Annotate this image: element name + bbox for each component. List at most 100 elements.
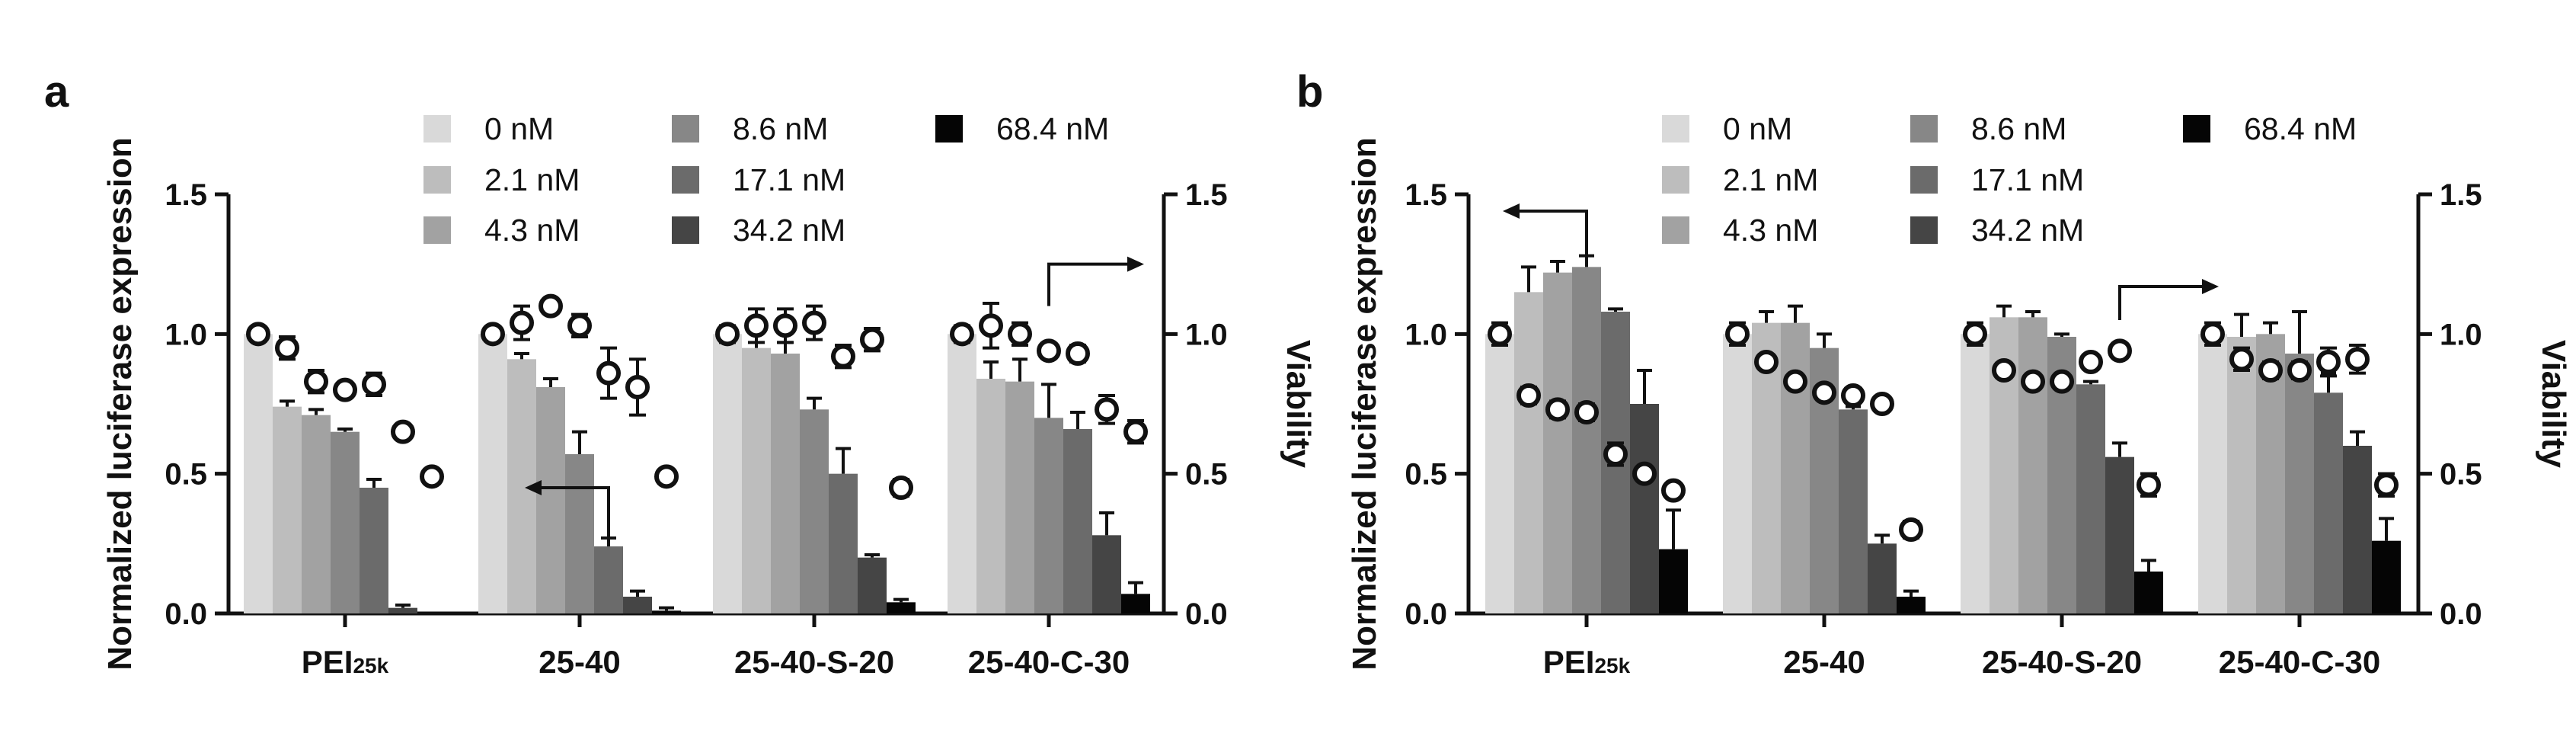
viability-point: [1870, 392, 1894, 416]
viability-point: [744, 313, 769, 338]
legend-swatch: [423, 216, 451, 244]
panel-a: a 0.0 0.0 0.5 0.5 1.0 1.0 1.5 1.5 Normalized luci…: [44, 67, 1317, 680]
bar: [594, 546, 623, 613]
bar: [360, 488, 388, 613]
category-label-main: 25-40: [539, 644, 620, 680]
viability-point: [1037, 338, 1061, 363]
legend-swatch: [423, 115, 451, 143]
viability-point: [1545, 397, 1570, 422]
bar: [1868, 543, 1897, 613]
bar: [302, 415, 331, 613]
bar: [1005, 381, 1034, 613]
bar: [1659, 549, 1688, 613]
right-tick-label: 0.5: [2440, 458, 2482, 492]
left-tick-label: 0.0: [165, 597, 207, 631]
viability-point: [654, 464, 679, 489]
viability-point: [2137, 472, 2161, 498]
viability-point: [2258, 358, 2283, 383]
category-label-main: 25-40-S-20: [734, 644, 894, 680]
arrow-right-icon: [1127, 256, 1144, 272]
viability-point: [1517, 383, 1541, 408]
left-tick-label: 0.5: [1405, 458, 1447, 492]
viability-point: [420, 464, 444, 489]
category-label: 25-40: [539, 644, 620, 680]
legend-swatch: [1662, 216, 1689, 244]
left-tick-label: 1.0: [1405, 318, 1447, 351]
viability-point: [1992, 358, 2016, 383]
legend-label: 2.1 nM: [1723, 162, 1818, 197]
viability-point: [1123, 419, 1148, 444]
bar: [1063, 429, 1092, 613]
category-label-main: 25-40-C-30: [968, 644, 1130, 680]
legend-swatch: [935, 115, 963, 143]
bar: [713, 334, 742, 613]
bar: [1897, 597, 1926, 613]
legend-swatch: [1910, 166, 1938, 194]
bar: [388, 607, 417, 613]
category-label: PEI25k: [302, 644, 389, 680]
arrow-right-icon: [2202, 279, 2219, 294]
category-label: PEI25k: [1543, 644, 1631, 680]
viability-point: [1574, 400, 1599, 424]
viability-point: [1632, 461, 1657, 486]
viability-point: [1963, 322, 1987, 347]
annotation-arrow-line: [1047, 262, 1133, 306]
arrow-left-icon: [1503, 203, 1520, 219]
legend-label: 68.4 nM: [2244, 111, 2357, 146]
annotation-arrow-line: [535, 486, 610, 546]
legend-swatch: [672, 216, 699, 244]
bar: [771, 354, 800, 613]
viability-point: [1754, 350, 1779, 374]
category-label-subscript: 25k: [1594, 654, 1630, 677]
viability-point: [2200, 322, 2225, 347]
bar: [565, 454, 594, 613]
bar: [1121, 594, 1150, 613]
legend-label: 34.2 nM: [1971, 213, 2084, 248]
arrow-left-icon: [525, 480, 542, 495]
viability-point: [1725, 322, 1750, 347]
left-tick-label: 0.5: [165, 458, 207, 492]
viability-point: [773, 313, 797, 338]
bar: [1572, 267, 1601, 613]
viability-point: [1066, 341, 1090, 366]
bar: [273, 406, 302, 613]
legend-swatch: [1662, 115, 1689, 143]
viability-point: [510, 310, 534, 335]
legend-label: 34.2 nM: [733, 213, 845, 248]
viability-point: [1899, 517, 1923, 542]
panel-b: b 0.0 0.0 0.5 0.5 1.0 1.0 1.5 1.5 Normalized luci…: [1296, 67, 2572, 680]
viability-point: [2345, 347, 2370, 372]
viability-point: [275, 335, 299, 360]
bar: [478, 334, 507, 613]
viability-point: [2021, 369, 2045, 394]
annotation-arrow-line: [2118, 285, 2208, 320]
viability-point: [333, 377, 357, 402]
viability-point: [246, 322, 270, 347]
viability-point: [2374, 472, 2399, 498]
viability-point: [481, 322, 505, 347]
y2-axis-title: Viability: [1280, 340, 1317, 468]
viability-point: [1603, 442, 1628, 466]
viability-point: [2229, 347, 2254, 372]
viability-point: [625, 375, 650, 399]
legend-swatch: [1662, 166, 1689, 194]
viability-point: [889, 476, 913, 500]
right-tick-label: 0.0: [2440, 597, 2482, 631]
viability-point: [1661, 478, 1686, 503]
bar: [948, 334, 976, 613]
category-label-main: 25-40: [1783, 644, 1865, 680]
legend-label: 8.6 nM: [733, 111, 828, 146]
bar: [1092, 535, 1121, 613]
bar: [1630, 404, 1659, 613]
right-tick-label: 1.0: [1185, 318, 1228, 351]
viability-point: [304, 369, 328, 394]
viability-point: [979, 313, 1003, 338]
legend-label: 17.1 nM: [733, 162, 845, 197]
legend-label: 68.4 nM: [996, 111, 1109, 146]
right-tick-label: 1.5: [1185, 178, 1228, 212]
bar: [800, 409, 829, 613]
legend-label: 8.6 nM: [1971, 111, 2066, 146]
legend-swatch: [672, 166, 699, 194]
panel-letter: b: [1296, 67, 1323, 117]
